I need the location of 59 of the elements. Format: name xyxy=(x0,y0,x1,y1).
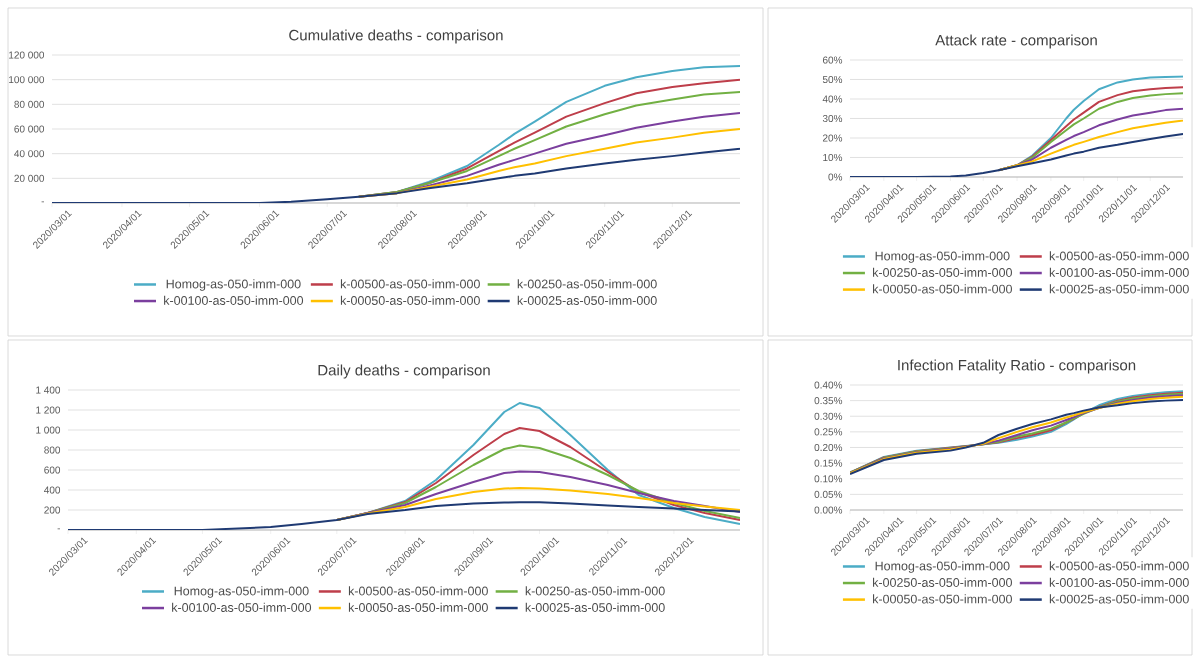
legend-label: k-00500-as-050-imm-000 xyxy=(1049,251,1189,261)
y-tick-label: 1 400 xyxy=(36,386,61,394)
chart-title: Attack rate - comparison xyxy=(935,34,1097,49)
y-tick-label: 0.30% xyxy=(814,412,843,420)
legend-label: k-00025-as-050-imm-000 xyxy=(517,295,657,305)
y-tick-label: 100 000 xyxy=(9,76,45,84)
y-tick-label: 20 000 xyxy=(14,174,45,182)
legend-label: k-00050-as-050-imm-000 xyxy=(873,284,1012,294)
chart-title: Cumulative deaths - comparison xyxy=(289,29,503,44)
legend-label: k-00250-as-050-imm-000 xyxy=(873,267,1012,277)
y-tick-label: 40 000 xyxy=(14,150,45,158)
legend-label: k-00025-as-050-imm-000 xyxy=(1049,284,1189,294)
legend-label: Homog-as-050-imm-000 xyxy=(875,251,1010,263)
legend-label: k-00250-as-050-imm-000 xyxy=(517,279,657,289)
y-tick-label: 120 000 xyxy=(9,51,45,59)
legend-label: k-00050-as-050-imm-000 xyxy=(348,602,488,612)
y-tick-label: 1 000 xyxy=(36,426,61,434)
y-tick-label: 30% xyxy=(822,114,843,123)
chart-title: Daily deaths - comparison xyxy=(318,364,490,379)
chart-title: Infection Fatality Ratio - comparison xyxy=(898,359,1136,374)
legend-label: k-00050-as-050-imm-000 xyxy=(873,594,1012,604)
y-tick-label: 0.05% xyxy=(814,490,843,498)
y-tick-label: 200 xyxy=(44,506,61,514)
legend-label: k-00100-as-050-imm-000 xyxy=(164,295,304,305)
legend-label: k-00250-as-050-imm-000 xyxy=(525,586,665,596)
y-tick-label: 0.10% xyxy=(814,475,843,483)
y-tick-label: 10% xyxy=(823,153,843,162)
legend-label: k-00100-as-050-imm-000 xyxy=(1049,267,1189,277)
y-tick-label: 60 000 xyxy=(14,125,45,133)
y-tick-label: 0% xyxy=(828,173,843,181)
y-tick-label: 0.40% xyxy=(814,381,843,389)
y-tick-label: 40% xyxy=(822,95,843,103)
y-tick-label: 0.25% xyxy=(814,428,843,436)
y-tick-label: 600 xyxy=(44,466,61,474)
y-tick-label: 0.35% xyxy=(814,397,843,405)
legend-label: k-00250-as-050-imm-000 xyxy=(873,577,1012,587)
y-tick-label: 0.00% xyxy=(814,506,843,514)
legend-label: k-00500-as-050-imm-000 xyxy=(348,586,488,596)
legend-label: k-00500-as-050-imm-000 xyxy=(340,279,480,289)
legend-label: Homog-as-050-imm-000 xyxy=(166,279,301,291)
legend-label: k-00100-as-050-imm-000 xyxy=(172,602,312,612)
legend-label: Homog-as-050-imm-000 xyxy=(174,586,309,598)
y-tick-label: - xyxy=(41,201,45,203)
y-tick-label: - xyxy=(57,528,61,530)
legend-label: k-00100-as-050-imm-000 xyxy=(1049,577,1189,587)
y-tick-label: 0.20% xyxy=(814,443,843,452)
y-tick-label: 800 xyxy=(44,446,61,454)
y-tick-label: 0.15% xyxy=(814,459,843,467)
y-tick-label: 20% xyxy=(822,134,843,142)
legend-label: Homog-as-050-imm-000 xyxy=(875,561,1010,573)
legend-label: k-00025-as-050-imm-000 xyxy=(525,602,665,612)
y-tick-label: 1 200 xyxy=(36,406,61,414)
legend-label: k-00050-as-050-imm-000 xyxy=(340,295,480,305)
y-tick-label: 60% xyxy=(822,56,843,64)
legend-label: k-00025-as-050-imm-000 xyxy=(1049,594,1189,604)
y-tick-label: 80 000 xyxy=(14,100,45,108)
y-tick-label: 50% xyxy=(822,75,843,84)
y-tick-label: 400 xyxy=(44,486,61,494)
legend-label: k-00500-as-050-imm-000 xyxy=(1049,561,1189,571)
